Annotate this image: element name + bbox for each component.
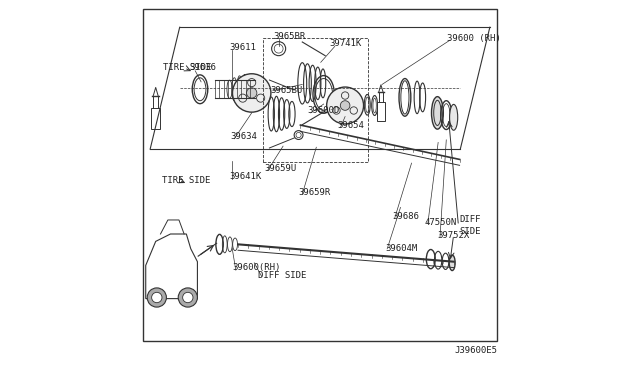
Text: 3965BR: 3965BR (274, 32, 306, 41)
Text: 39600(RH): 39600(RH) (232, 263, 280, 272)
Text: 39600 (RH): 39600 (RH) (447, 34, 501, 43)
Text: 39636: 39636 (189, 63, 216, 72)
Text: SIDE: SIDE (460, 227, 481, 235)
Bar (263, 38, 368, 162)
Text: 39741K: 39741K (329, 39, 362, 48)
Circle shape (147, 288, 166, 307)
Ellipse shape (431, 97, 444, 129)
Text: TIRE SIDE: TIRE SIDE (163, 63, 211, 72)
Circle shape (182, 292, 193, 303)
Text: 39752X: 39752X (437, 231, 470, 240)
Polygon shape (146, 234, 197, 299)
Text: 39659U: 39659U (264, 164, 296, 173)
Text: 39654: 39654 (338, 121, 365, 129)
Text: 39659R: 39659R (299, 188, 331, 197)
Ellipse shape (449, 105, 458, 130)
Circle shape (232, 74, 271, 112)
Text: 39686: 39686 (392, 212, 419, 221)
Text: DIFF: DIFF (460, 215, 481, 224)
Circle shape (178, 288, 197, 307)
Text: 39641K: 39641K (230, 172, 262, 181)
Bar (151, 109, 161, 129)
Text: 39604M: 39604M (386, 244, 418, 253)
Circle shape (340, 101, 350, 110)
Ellipse shape (449, 255, 455, 270)
Text: 3965BU: 3965BU (270, 86, 303, 94)
Text: 39634: 39634 (230, 132, 257, 141)
Text: 47550N: 47550N (424, 218, 456, 227)
Text: 39600D: 39600D (307, 106, 339, 115)
Text: TIRE SIDE: TIRE SIDE (162, 176, 211, 185)
Text: 39611: 39611 (230, 43, 257, 52)
Circle shape (326, 87, 364, 124)
Circle shape (246, 88, 257, 98)
Bar (377, 102, 385, 121)
Text: J39600E5: J39600E5 (455, 346, 498, 355)
Text: DIFF SIDE: DIFF SIDE (258, 271, 307, 280)
Circle shape (152, 292, 162, 303)
